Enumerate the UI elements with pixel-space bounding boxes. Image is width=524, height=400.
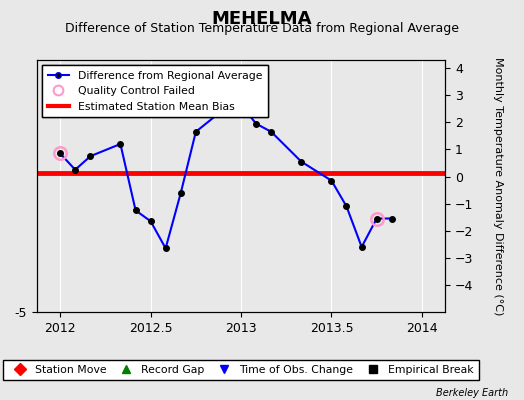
Text: MEHELMA: MEHELMA [212,10,312,28]
Text: Berkeley Earth: Berkeley Earth [436,388,508,398]
Legend: Station Move, Record Gap, Time of Obs. Change, Empirical Break: Station Move, Record Gap, Time of Obs. C… [3,360,479,380]
Y-axis label: Monthly Temperature Anomaly Difference (°C): Monthly Temperature Anomaly Difference (… [493,57,503,315]
Text: Difference of Station Temperature Data from Regional Average: Difference of Station Temperature Data f… [65,22,459,35]
Legend: Difference from Regional Average, Quality Control Failed, Estimated Station Mean: Difference from Regional Average, Qualit… [42,66,268,117]
